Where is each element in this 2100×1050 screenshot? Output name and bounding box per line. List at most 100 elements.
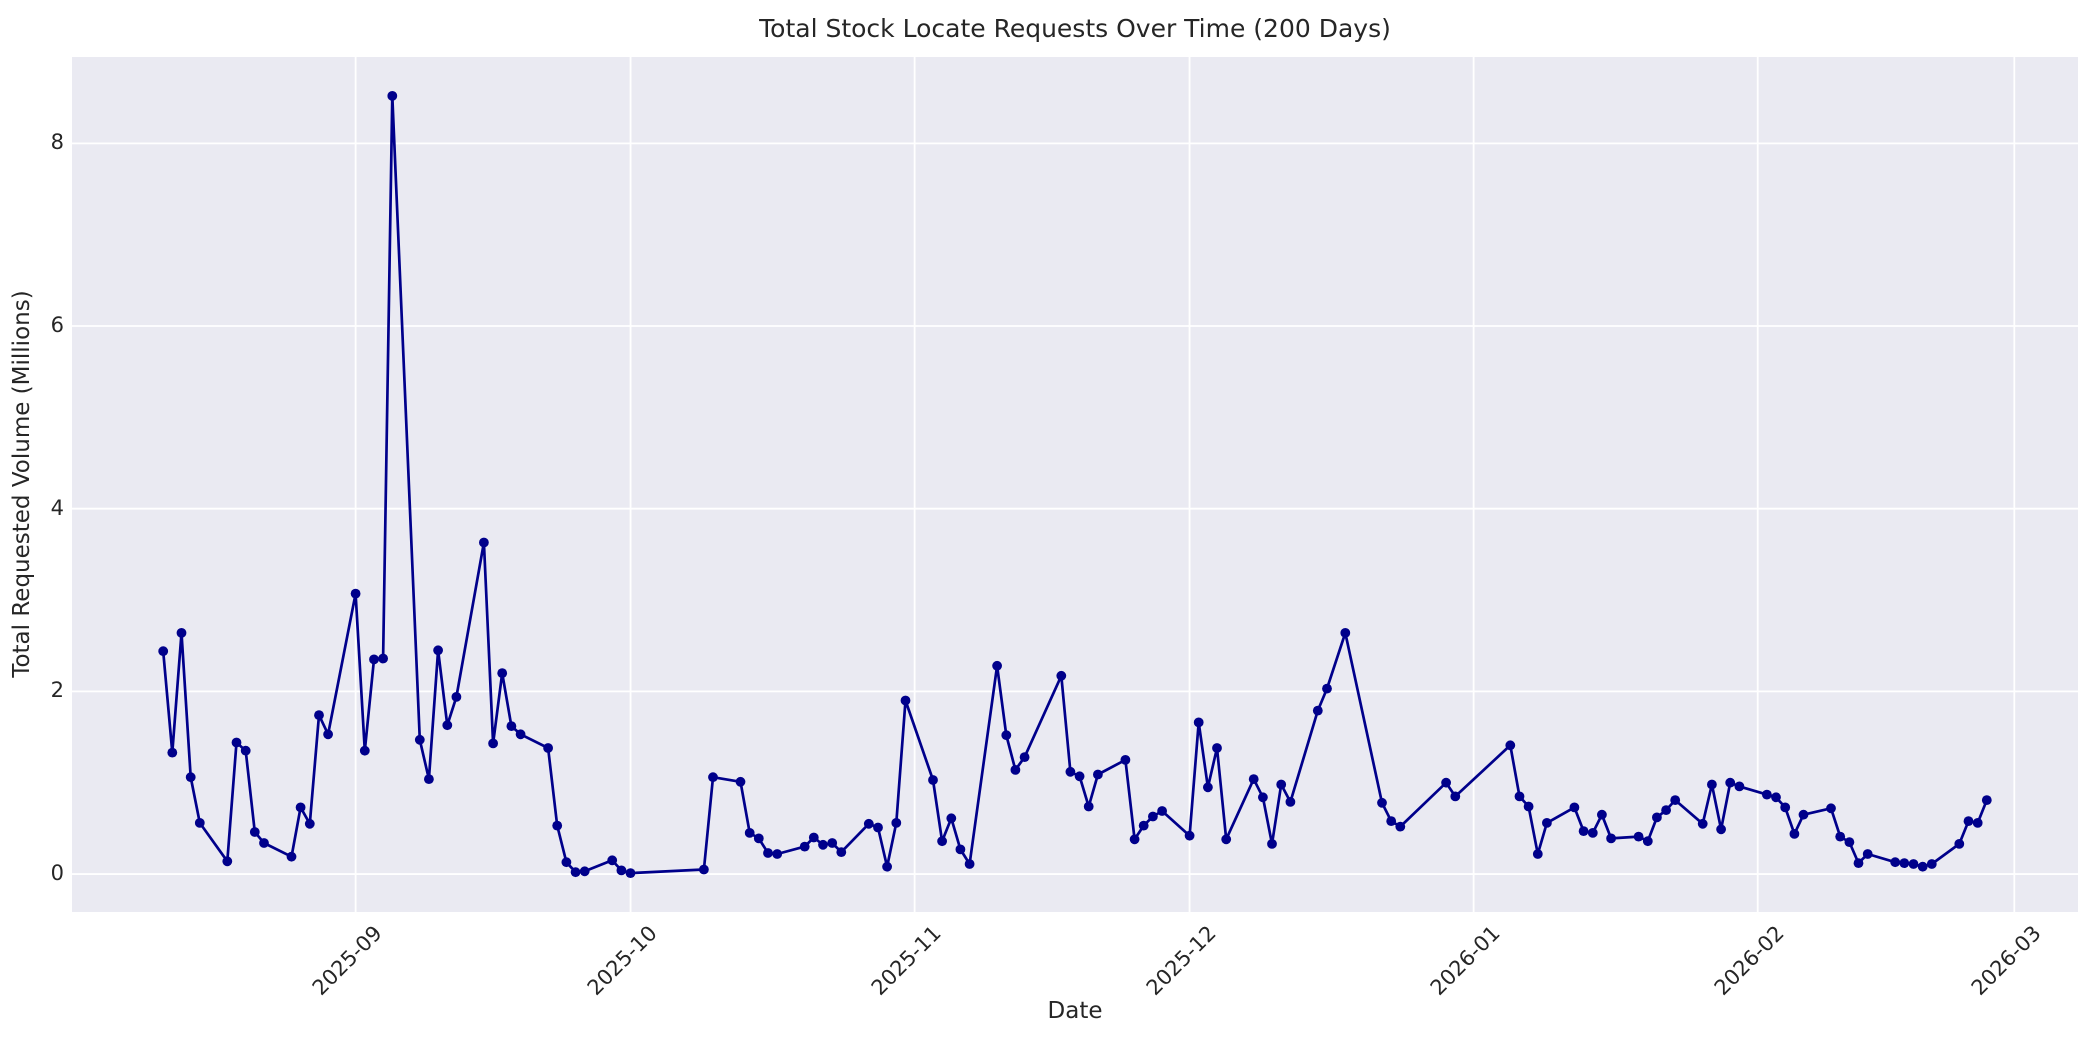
data-point-marker [1926, 859, 1937, 869]
data-point-marker [1514, 791, 1525, 802]
data-point-marker [928, 775, 938, 785]
data-point-marker [387, 91, 398, 101]
chart-title: Total Stock Locate Requests Over Time (2… [759, 14, 1391, 43]
data-point-marker [1569, 802, 1580, 813]
data-point-marker [304, 818, 315, 829]
data-point-marker [1322, 683, 1332, 694]
data-point-marker [442, 720, 453, 731]
data-point-marker [708, 772, 718, 783]
data-point-marker [1074, 771, 1085, 782]
data-point-marker [295, 802, 306, 813]
data-point-marker [1056, 670, 1067, 681]
data-point-marker [350, 588, 361, 599]
data-point-marker [194, 818, 205, 828]
data-point-marker [1312, 705, 1323, 716]
y-axis-label: Total Requested Volume (Millions) [9, 290, 35, 678]
data-point-marker [1826, 803, 1836, 814]
data-point-marker [1001, 730, 1012, 741]
data-point-marker [1716, 824, 1726, 835]
data-point-marker [552, 820, 563, 831]
data-point-marker [1597, 809, 1607, 820]
data-point-marker [579, 866, 590, 877]
data-point-marker [314, 710, 324, 720]
data-point-marker [1129, 834, 1140, 845]
data-point-marker [1450, 791, 1461, 802]
data-point-marker [1633, 831, 1644, 842]
data-point-marker [1093, 769, 1103, 780]
data-point-marker [808, 832, 819, 843]
data-point-marker [1917, 861, 1928, 872]
data-point-marker [433, 645, 443, 656]
data-point-marker [836, 847, 847, 857]
data-point-marker [1725, 777, 1736, 788]
data-point-marker [607, 855, 618, 866]
data-point-marker [873, 822, 883, 833]
data-point-marker [1285, 797, 1296, 807]
data-point-marker [158, 646, 169, 657]
data-point-marker [1203, 782, 1213, 793]
data-point-marker [1771, 792, 1781, 803]
data-point-marker [1835, 831, 1846, 842]
data-point-marker [753, 833, 764, 844]
data-point-marker [488, 738, 498, 749]
data-point-marker [1670, 795, 1681, 805]
data-point-marker [1193, 717, 1204, 728]
data-point-marker [1395, 821, 1406, 832]
data-point-marker [1120, 755, 1131, 765]
data-point-marker [1010, 765, 1021, 775]
data-point-marker [1908, 859, 1919, 869]
data-point-marker [1258, 792, 1268, 803]
data-point-marker [900, 695, 911, 706]
data-point-marker [744, 828, 755, 838]
data-point-marker [1157, 806, 1167, 816]
data-point-marker [1276, 779, 1287, 790]
data-point-marker [1798, 809, 1809, 820]
data-point-marker [1789, 829, 1800, 839]
data-point-marker [863, 818, 874, 829]
data-point-marker [323, 729, 333, 740]
data-point-marker [1221, 834, 1232, 845]
data-point-marker [249, 827, 260, 837]
data-point-marker [1954, 839, 1965, 849]
data-point-marker [955, 844, 966, 855]
data-point-marker [1267, 839, 1277, 849]
data-point-marker [515, 729, 526, 740]
data-point-marker [424, 774, 434, 784]
data-point-marker [543, 743, 553, 753]
data-point-marker [1707, 779, 1717, 790]
data-point-marker [964, 859, 975, 869]
data-point-marker [827, 838, 838, 848]
data-point-marker [772, 849, 783, 859]
data-point-marker [818, 839, 828, 850]
data-point-marker [1661, 805, 1671, 815]
data-point-marker [891, 818, 902, 828]
data-point-marker [1780, 802, 1791, 813]
data-point-marker [1899, 858, 1910, 868]
data-point-marker [1697, 818, 1708, 829]
data-point-marker [240, 745, 251, 756]
data-point-marker [1248, 774, 1259, 784]
x-axis-label: Date [1047, 998, 1103, 1024]
y-tick-label: 0 [50, 861, 64, 886]
data-point-marker [882, 861, 892, 872]
data-point-marker [1652, 812, 1662, 823]
data-point-marker [479, 537, 489, 548]
data-point-marker [167, 747, 178, 758]
data-point-marker [1138, 820, 1149, 831]
data-point-marker [414, 734, 425, 745]
y-tick-label: 4 [50, 495, 64, 520]
data-point-marker [1981, 795, 1992, 805]
y-tick-label: 6 [50, 313, 64, 338]
data-point-marker [1386, 816, 1397, 826]
data-point-marker [799, 841, 810, 852]
data-point-marker [1862, 849, 1873, 859]
data-point-marker [1523, 801, 1534, 812]
data-point-marker [1762, 789, 1772, 800]
data-point-marker [1890, 857, 1901, 868]
data-point-marker [1642, 836, 1653, 847]
data-point-marker [937, 836, 947, 847]
data-point-marker [1065, 766, 1076, 777]
data-point-marker [1587, 828, 1598, 838]
